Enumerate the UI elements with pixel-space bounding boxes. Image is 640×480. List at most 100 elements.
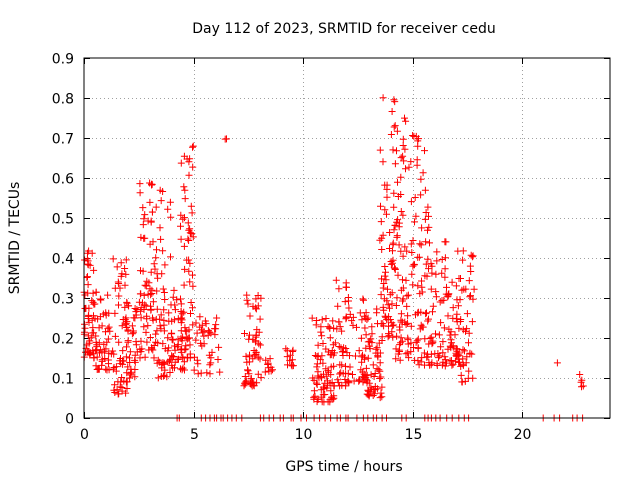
data-point [254,370,262,378]
data-point [403,302,411,310]
data-point [136,180,144,188]
data-point [147,302,154,310]
data-point [393,294,401,302]
data-point [413,337,421,345]
data-point [167,213,175,221]
y-tick-label: 0.4 [52,252,74,268]
data-point [390,264,398,272]
data-point [159,247,167,255]
data-point [373,309,381,317]
data-point [327,387,335,395]
data-point [424,226,431,234]
data-point [393,127,401,135]
y-tick-label: 0.6 [52,172,74,188]
data-point [326,351,334,359]
data-point [179,215,187,223]
data-point [206,361,214,369]
data-point [340,344,348,352]
data-point [193,329,201,337]
data-point [424,203,432,211]
data-point [180,242,188,250]
data-point [356,309,364,317]
data-point [101,347,108,355]
data-point [118,387,126,395]
data-point [334,378,342,386]
data-point [447,328,455,336]
data-point [203,369,211,377]
data-point [137,307,145,315]
data-point [327,371,335,379]
data-point [435,331,443,339]
data-point [112,363,120,371]
data-point [378,333,386,341]
data-point [404,312,412,320]
data-point [553,359,561,367]
data-point [105,349,113,357]
y-tick-label: 0.2 [52,332,74,348]
data-point [122,319,130,327]
data-point [161,261,169,269]
data-point [407,322,415,330]
data-point [417,191,425,199]
data-point [85,247,93,255]
data-point [141,234,149,242]
data-point [401,114,408,122]
data-point [177,222,184,230]
data-point [153,359,161,367]
data-point [123,385,131,392]
data-point [129,327,137,335]
data-point [189,163,197,171]
data-point [149,346,157,354]
data-point [143,338,151,346]
data-point [391,98,399,106]
data-point [169,336,177,344]
data-point [342,315,350,323]
data-point [432,270,440,278]
data-point [377,320,385,328]
data-point [177,295,184,303]
data-point [90,329,98,337]
data-point [149,298,157,306]
data-point [381,312,389,320]
data-point [186,155,194,163]
data-point [322,315,330,322]
data-point [189,271,196,279]
data-point [445,290,453,298]
data-point [398,337,406,345]
data-point [395,241,403,249]
data-point [168,361,176,369]
data-point [374,353,382,361]
data-point [324,323,332,331]
data-point [397,316,405,324]
data-point [407,348,415,356]
data-point [180,358,188,366]
data-point [140,323,148,331]
data-point [152,254,160,262]
data-point [397,208,405,215]
data-point [399,142,407,149]
data-point [130,314,138,322]
data-point [376,367,384,375]
data-point [84,332,92,340]
data-point [181,346,189,354]
data-point [447,336,455,344]
data-point [467,268,475,275]
data-point [346,363,354,371]
data-point [123,343,130,351]
data-point [416,240,424,248]
data-point [117,378,125,386]
y-tick-label: 0.9 [52,52,74,68]
data-point [409,281,417,289]
data-point [336,323,344,331]
data-point [186,225,194,233]
data-point [404,349,412,357]
data-point [463,310,471,318]
data-point [320,398,328,406]
data-point [414,309,422,317]
data-point [115,338,123,346]
data-point [146,334,154,341]
data-point [331,349,338,357]
data-point [438,256,446,263]
data-point [313,317,321,324]
data-point [243,291,251,299]
